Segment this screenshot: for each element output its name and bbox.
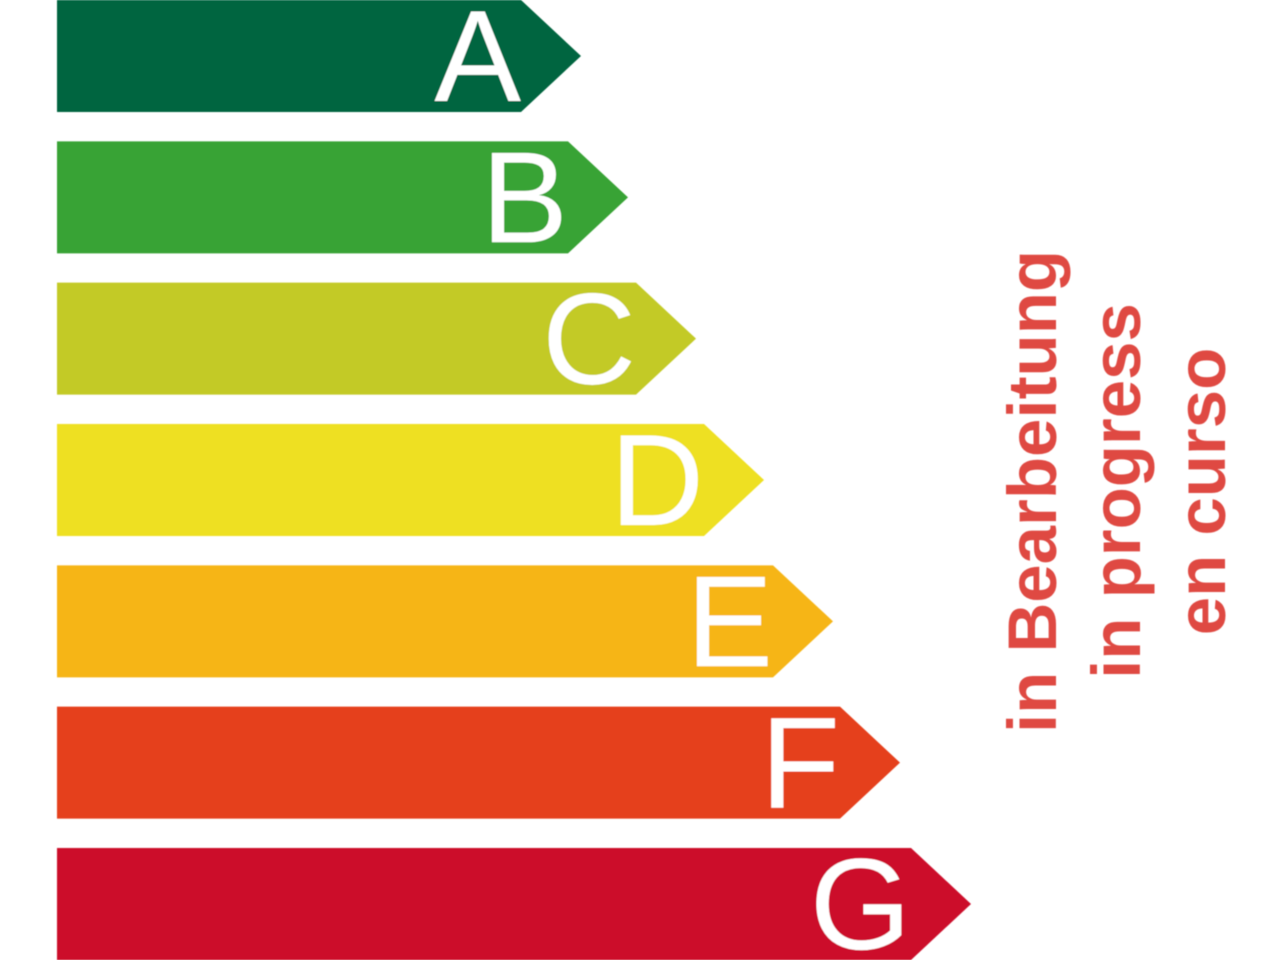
svg-text:in progress: in progress [1078,303,1155,679]
svg-text:F: F [761,690,840,836]
svg-text:E: E [686,548,773,694]
svg-text:G: G [810,831,911,960]
svg-text:D: D [610,407,704,553]
svg-text:en curso: en curso [1163,348,1240,636]
svg-text:B: B [481,124,568,270]
svg-text:in Bearbeitung: in Bearbeitung [994,250,1071,733]
svg-text:C: C [542,266,636,412]
svg-text:A: A [434,0,521,129]
